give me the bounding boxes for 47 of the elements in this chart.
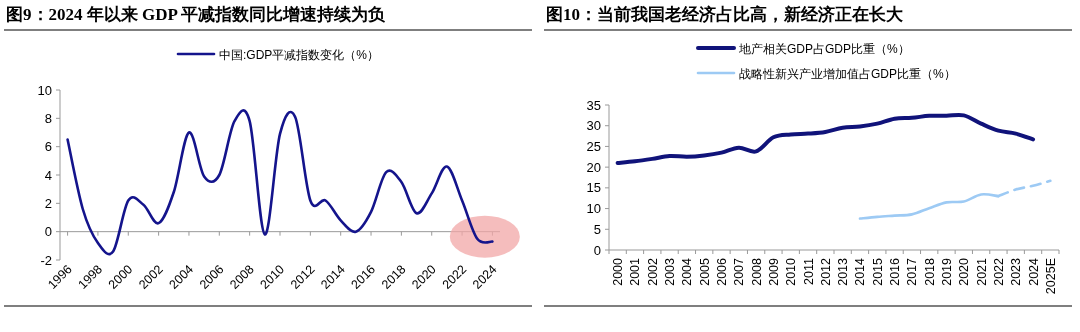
- y-tick-label: 4: [44, 167, 52, 183]
- x-tick-label: 2014: [853, 257, 868, 286]
- y-tick-label: 30: [586, 118, 601, 134]
- x-tick-label: 2023: [1009, 257, 1024, 286]
- x-tick-label: 2007: [732, 257, 747, 286]
- x-tick-label: 2015: [870, 257, 885, 286]
- x-tick-label: 2011: [801, 257, 816, 285]
- x-tick-label: 2012: [818, 257, 833, 286]
- x-tick-label: 2025E: [1043, 258, 1058, 295]
- x-tick-label: 2024: [1026, 257, 1041, 286]
- y-tick-label: 10: [37, 82, 52, 98]
- line-series: [615, 112, 1036, 165]
- x-tick-label: 2005: [697, 257, 712, 286]
- x-tick-label: 2017: [905, 257, 920, 286]
- y-tick-label: 2: [44, 195, 52, 211]
- x-tick-label: 2013: [836, 257, 851, 286]
- x-tick-label: 2021: [974, 257, 989, 286]
- x-tick-label: 2004: [680, 257, 695, 286]
- x-tick-label: 2008: [749, 257, 764, 286]
- x-tick-label: 2006: [715, 257, 729, 286]
- y-tick-label: -2: [40, 252, 52, 268]
- x-tick-label: 2009: [766, 257, 781, 286]
- y-tick-label: 15: [586, 180, 601, 196]
- chart-title: 图10：当前我国老经济占比高，新经济正在长大: [546, 5, 904, 24]
- x-tick-label: 2003: [663, 257, 678, 286]
- y-tick-label: 6: [44, 139, 52, 155]
- x-tick-label: 2016: [888, 257, 903, 286]
- x-tick-label: 2001: [628, 257, 643, 286]
- x-tick-label: 2000: [611, 257, 626, 286]
- y-tick-label: 5: [593, 221, 601, 237]
- legend-label: 地产相关GDP占GDP比重（%）: [738, 41, 910, 56]
- y-tick-label: 35: [586, 97, 601, 113]
- y-tick-label: 8: [44, 110, 52, 126]
- chart-title: 图9：2024 年以来 GDP 平减指数同比增速持续为负: [6, 5, 387, 24]
- legend-label: 战略性新兴产业增加值占GDP比重（%）: [739, 66, 956, 81]
- y-tick-label: 10: [586, 201, 601, 217]
- y-tick-label: 0: [593, 242, 601, 258]
- x-tick-label: 2018: [922, 257, 937, 286]
- y-tick-label: 25: [586, 138, 601, 154]
- x-tick-label: 2020: [957, 257, 972, 286]
- x-tick-label: 2022: [991, 257, 1006, 286]
- x-tick-label: 2019: [940, 257, 954, 286]
- legend-label: 中国:GDP平减指数变化（%）: [219, 47, 380, 62]
- x-tick-label: 2002: [645, 257, 660, 286]
- y-tick-label: 0: [44, 224, 52, 240]
- y-tick-label: 20: [586, 159, 601, 175]
- x-tick-label: 2010: [784, 257, 799, 286]
